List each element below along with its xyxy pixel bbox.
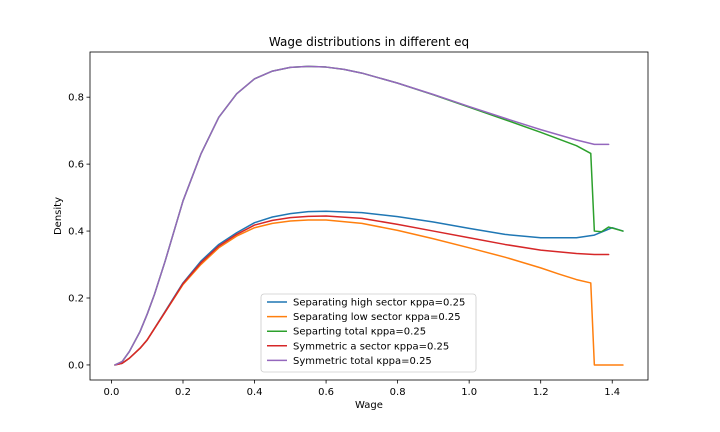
x-tick-label: 1.2	[533, 387, 549, 398]
x-tick-label: 0.2	[175, 387, 191, 398]
y-tick-label: 0.6	[68, 160, 84, 171]
x-axis-ticks: 0.0 0.2 0.4 0.6 0.8 1.0 1.2 1.4	[104, 380, 620, 398]
x-tick-label: 0.0	[104, 387, 120, 398]
series-line-5	[114, 65, 610, 366]
y-tick-label: 0.0	[68, 360, 84, 371]
x-tick-label: 0.4	[247, 387, 263, 398]
y-tick-label: 0.2	[68, 294, 84, 305]
y-axis-ticks: 0.0 0.2 0.4 0.6 0.8	[68, 93, 90, 371]
plot-frame	[89, 51, 649, 381]
y-tick-label: 0.4	[68, 227, 84, 238]
y-axis-label: Density	[53, 197, 64, 235]
x-tick-label: 0.6	[318, 387, 334, 398]
x-tick-label: 1.4	[604, 387, 620, 398]
x-tick-label: 1.0	[461, 387, 477, 398]
legend-label-2: Separating low sector κppa=0.25	[293, 312, 461, 323]
chart-title: Wage distributions in different eq	[269, 35, 469, 49]
series-layer	[114, 65, 624, 366]
legend-label-1: Separating high sector κppa=0.25	[293, 298, 465, 309]
legend-label-4: Symmetric a sector κppa=0.25	[293, 341, 449, 352]
x-tick-label: 0.8	[390, 387, 406, 398]
series-line-4	[114, 215, 610, 366]
y-tick-label: 0.8	[68, 93, 84, 104]
legend-box	[260, 293, 477, 373]
legend: Separating high sector κppa=0.25 Separati…	[260, 293, 477, 373]
x-axis-label: Wage	[355, 400, 383, 411]
legend-label-5: Symmetric total κppa=0.25	[293, 356, 432, 367]
legend-label-3: Separting total κppa=0.25	[293, 327, 426, 338]
